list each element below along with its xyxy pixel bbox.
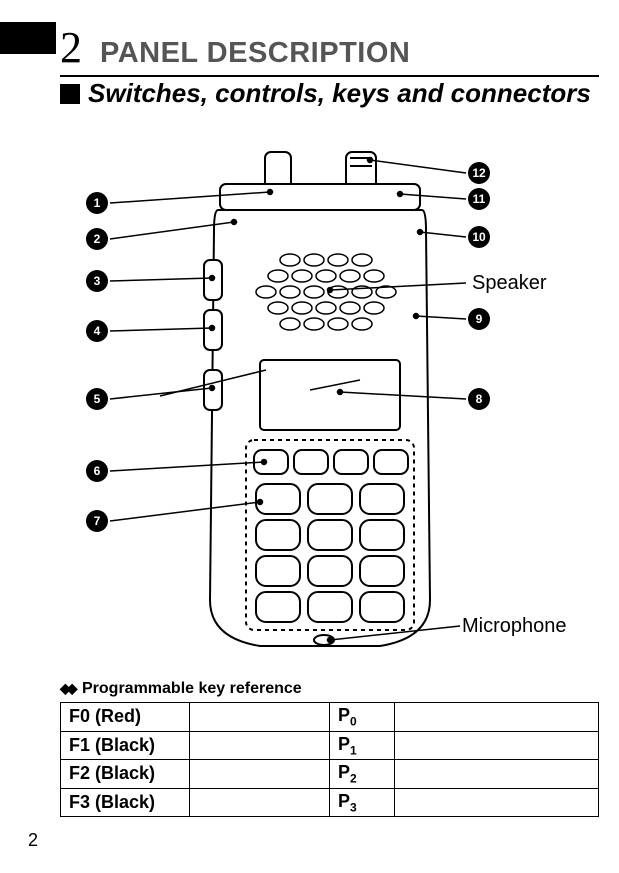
p-label-cell: P1 (329, 731, 394, 760)
chapter-number: 2 (60, 22, 82, 73)
chapter-bar: 2 PANEL DESCRIPTION (60, 22, 599, 77)
callout-10: 10 (468, 226, 490, 248)
radio-diagram: 1234567 12111098 Speaker Microphone (60, 140, 580, 670)
microphone-label: Microphone (462, 615, 567, 638)
diamond-bullet-icon: ◆◆ (60, 680, 74, 697)
chapter-title: PANEL DESCRIPTION (100, 37, 410, 70)
key-blank-cell (190, 703, 330, 732)
p-label-cell: P2 (329, 760, 394, 789)
callout-number-3: 3 (86, 270, 108, 292)
callout-7: 7 (86, 510, 108, 532)
callout-number-7: 7 (86, 510, 108, 532)
callout-12: 12 (468, 162, 490, 184)
callout-5: 5 (86, 388, 108, 410)
key-name-cell: F3 (Black) (61, 788, 190, 817)
callout-number-9: 9 (468, 308, 490, 330)
key-blank-cell (190, 731, 330, 760)
key-reference-section: ◆◆ Programmable key reference F0 (Red) P0… (60, 680, 599, 817)
radio-illustration (60, 140, 580, 670)
callout-number-6: 6 (86, 460, 108, 482)
callout-8: 8 (468, 388, 490, 410)
key-name-cell: F0 (Red) (61, 703, 190, 732)
table-heading: ◆◆ Programmable key reference (60, 680, 599, 698)
p-label-cell: P0 (329, 703, 394, 732)
key-name-cell: F1 (Black) (61, 731, 190, 760)
key-blank-cell (190, 788, 330, 817)
key-blank-cell (190, 760, 330, 789)
table-row: F3 (Black) P3 (61, 788, 599, 817)
chapter-tab (0, 22, 56, 54)
p-blank-cell (394, 703, 598, 732)
callout-6: 6 (86, 460, 108, 482)
p-blank-cell (394, 788, 598, 817)
speaker-label: Speaker (472, 272, 547, 295)
callout-number-12: 12 (468, 162, 490, 184)
key-reference-table: F0 (Red)P0F1 (Black)P1F2 (Black)P2F3 (Bl… (60, 702, 599, 817)
callout-3: 3 (86, 270, 108, 292)
table-row: F1 (Black) P1 (61, 731, 599, 760)
callout-number-2: 2 (86, 228, 108, 250)
callout-4: 4 (86, 320, 108, 342)
callout-number-11: 11 (468, 188, 490, 210)
section-heading: Switches, controls, keys and connectors (60, 78, 591, 109)
callout-number-10: 10 (468, 226, 490, 248)
callout-number-8: 8 (468, 388, 490, 410)
page-number: 2 (28, 830, 38, 851)
table-heading-text: Programmable key reference (82, 680, 302, 697)
callout-number-1: 1 (86, 192, 108, 214)
callout-number-5: 5 (86, 388, 108, 410)
key-name-cell: F2 (Black) (61, 760, 190, 789)
square-bullet-icon (60, 84, 80, 104)
section-title: Switches, controls, keys and connectors (88, 78, 591, 109)
callout-1: 1 (86, 192, 108, 214)
p-blank-cell (394, 731, 598, 760)
table-row: F0 (Red) P0 (61, 703, 599, 732)
p-label-cell: P3 (329, 788, 394, 817)
callout-9: 9 (468, 308, 490, 330)
callout-2: 2 (86, 228, 108, 250)
p-blank-cell (394, 760, 598, 789)
table-row: F2 (Black) P2 (61, 760, 599, 789)
callout-number-4: 4 (86, 320, 108, 342)
callout-11: 11 (468, 188, 490, 210)
